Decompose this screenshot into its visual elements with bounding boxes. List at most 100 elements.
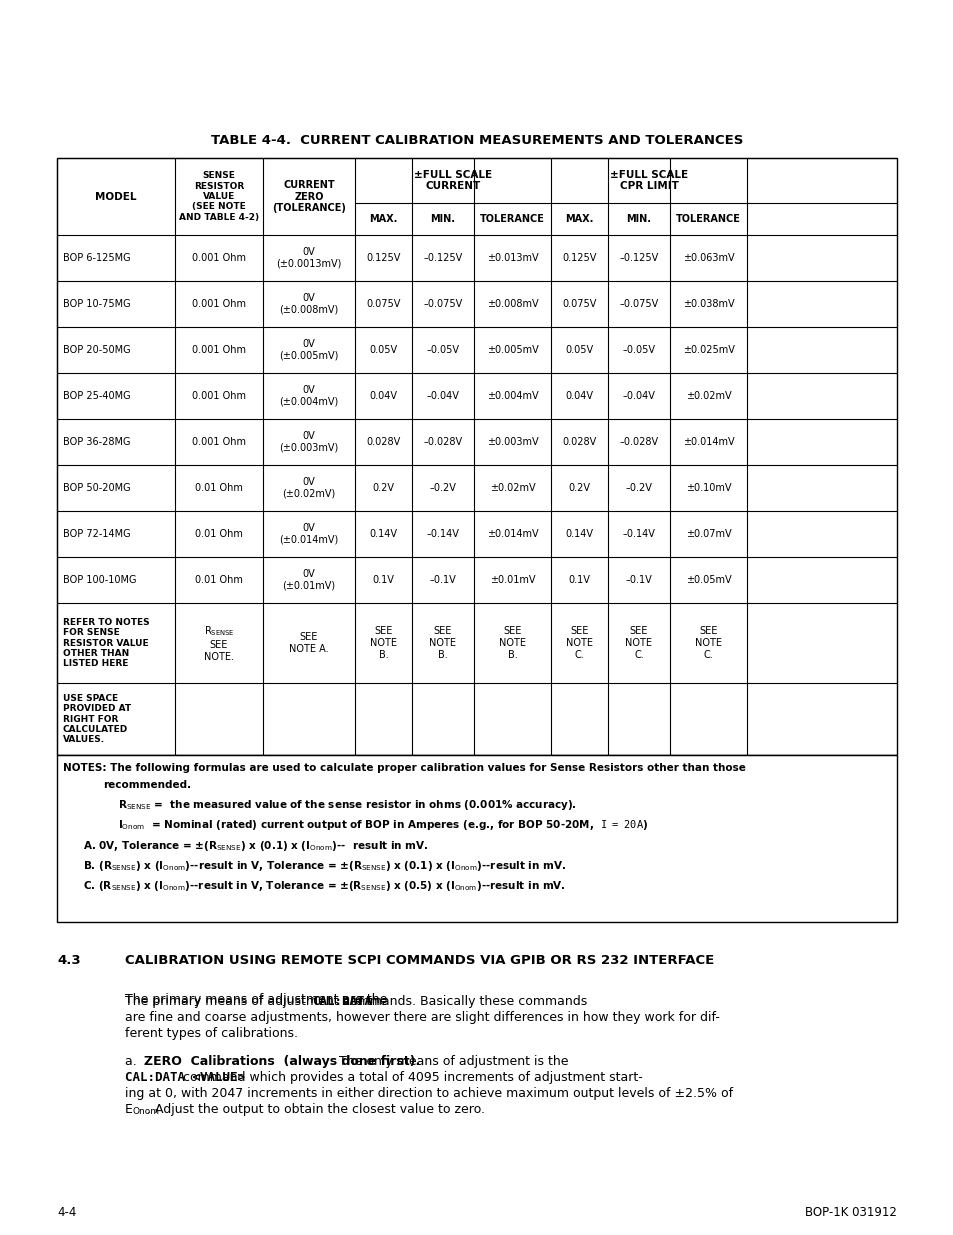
Text: BOP 6-125MG: BOP 6-125MG <box>63 253 131 263</box>
Text: 0V
(±0.0013mV): 0V (±0.0013mV) <box>276 247 341 269</box>
Text: ±0.01mV: ±0.01mV <box>489 576 535 585</box>
Text: ZERO  Calibrations  (always done first).: ZERO Calibrations (always done first). <box>144 1055 419 1068</box>
Text: a.: a. <box>125 1055 145 1068</box>
Text: A. 0V, Tolerance = ±(R$_{\mathrm{SENSE}}$) $\mathbf{x}$ $\mathbf{(0.1)}$ $\mathb: A. 0V, Tolerance = ±(R$_{\mathrm{SENSE}}… <box>83 839 428 853</box>
Text: –0.2V: –0.2V <box>429 483 456 493</box>
Text: ±FULL SCALE
CURRENT: ±FULL SCALE CURRENT <box>414 169 492 191</box>
Text: 0V
(±0.005mV): 0V (±0.005mV) <box>279 340 338 361</box>
Text: 0.001 Ohm: 0.001 Ohm <box>192 345 246 354</box>
Text: SEE
NOTE
B.: SEE NOTE B. <box>370 626 396 659</box>
Text: SEE
NOTE
C.: SEE NOTE C. <box>565 626 593 659</box>
Text: ±0.05mV: ±0.05mV <box>685 576 731 585</box>
Text: –0.05V: –0.05V <box>426 345 459 354</box>
Text: SEE
NOTE
B.: SEE NOTE B. <box>498 626 525 659</box>
Text: TABLE 4-4.  CURRENT CALIBRATION MEASUREMENTS AND TOLERANCES: TABLE 4-4. CURRENT CALIBRATION MEASUREME… <box>211 133 742 147</box>
Text: 0.1V: 0.1V <box>568 576 590 585</box>
Text: –0.1V: –0.1V <box>429 576 456 585</box>
Text: –0.028V: –0.028V <box>618 437 658 447</box>
Text: TOLERANCE: TOLERANCE <box>676 214 740 224</box>
Text: commands. Basically these commands: commands. Basically these commands <box>339 995 587 1008</box>
Text: 0.001 Ohm: 0.001 Ohm <box>192 299 246 309</box>
Text: ±FULL SCALE
CPR LIMIT: ±FULL SCALE CPR LIMIT <box>609 169 687 191</box>
Text: 0.01 Ohm: 0.01 Ohm <box>194 576 243 585</box>
Text: –0.125V: –0.125V <box>423 253 462 263</box>
Text: ±0.063mV: ±0.063mV <box>682 253 734 263</box>
Text: 0.05V: 0.05V <box>369 345 397 354</box>
Text: NOTES: The following formulas are used to calculate proper calibration values fo: NOTES: The following formulas are used t… <box>63 763 745 773</box>
Text: 0V
(±0.004mV): 0V (±0.004mV) <box>279 385 338 406</box>
Text: –0.04V: –0.04V <box>622 391 655 401</box>
Text: ±0.10mV: ±0.10mV <box>685 483 731 493</box>
Text: BOP-1K 031912: BOP-1K 031912 <box>804 1207 896 1219</box>
Text: ±0.014mV: ±0.014mV <box>486 529 537 538</box>
Text: CAL:DATA <VALUE>: CAL:DATA <VALUE> <box>125 1071 245 1084</box>
Text: ±0.025mV: ±0.025mV <box>681 345 734 354</box>
Text: 4-4: 4-4 <box>57 1207 76 1219</box>
Text: ±0.013mV: ±0.013mV <box>486 253 537 263</box>
Text: –0.075V: –0.075V <box>618 299 658 309</box>
Text: –0.14V: –0.14V <box>622 529 655 538</box>
Text: . Adjust the output to obtain the closest value to zero.: . Adjust the output to obtain the closes… <box>147 1103 484 1116</box>
Text: ±0.004mV: ±0.004mV <box>486 391 537 401</box>
Text: CURRENT
ZERO
(TOLERANCE): CURRENT ZERO (TOLERANCE) <box>272 180 346 214</box>
Text: MAX.: MAX. <box>565 214 593 224</box>
Text: MIN.: MIN. <box>430 214 455 224</box>
Text: BOP 72-14MG: BOP 72-14MG <box>63 529 131 538</box>
Text: MODEL: MODEL <box>95 191 136 201</box>
Text: 4.3: 4.3 <box>57 953 81 967</box>
Text: 0.04V: 0.04V <box>369 391 397 401</box>
Text: –0.05V: –0.05V <box>622 345 655 354</box>
Text: –0.04V: –0.04V <box>426 391 459 401</box>
Text: SEE
NOTE A.: SEE NOTE A. <box>289 632 329 653</box>
Text: 0.028V: 0.028V <box>366 437 400 447</box>
Text: The primary means of adjustment are the: The primary means of adjustment are the <box>125 995 391 1008</box>
Text: –0.125V: –0.125V <box>618 253 658 263</box>
Text: MIN.: MIN. <box>626 214 651 224</box>
Text: ±0.07mV: ±0.07mV <box>685 529 731 538</box>
Text: BOP 100-10MG: BOP 100-10MG <box>63 576 136 585</box>
Text: R$_{\mathrm{SENSE}}$
SEE
NOTE.: R$_{\mathrm{SENSE}}$ SEE NOTE. <box>203 625 234 662</box>
Text: B. (R$_{\mathrm{SENSE}}$) $\mathbf{x}$ (I$_{\mathrm{Onom}}$)--result in V, Toler: B. (R$_{\mathrm{SENSE}}$) $\mathbf{x}$ (… <box>83 860 565 873</box>
Text: recommended.: recommended. <box>103 781 191 790</box>
Text: 0.125V: 0.125V <box>366 253 400 263</box>
Text: SEE
NOTE
C.: SEE NOTE C. <box>695 626 721 659</box>
Text: 0V
(±0.01mV): 0V (±0.01mV) <box>282 569 335 590</box>
Text: 0.125V: 0.125V <box>561 253 596 263</box>
Text: command which provides a total of 4095 increments of adjustment start-: command which provides a total of 4095 i… <box>179 1071 642 1084</box>
Text: 0.001 Ohm: 0.001 Ohm <box>192 391 246 401</box>
Text: ±0.02mV: ±0.02mV <box>489 483 535 493</box>
Text: SEE
NOTE
C.: SEE NOTE C. <box>625 626 652 659</box>
Text: 0.04V: 0.04V <box>565 391 593 401</box>
Text: ±0.003mV: ±0.003mV <box>486 437 537 447</box>
Text: 0.028V: 0.028V <box>561 437 596 447</box>
Text: 0.1V: 0.1V <box>373 576 394 585</box>
Text: –0.2V: –0.2V <box>625 483 652 493</box>
Text: 0.075V: 0.075V <box>561 299 596 309</box>
Text: ±0.008mV: ±0.008mV <box>486 299 537 309</box>
Text: BOP 25-40MG: BOP 25-40MG <box>63 391 131 401</box>
Text: USE SPACE
PROVIDED AT
RIGHT FOR
CALCULATED
VALUES.: USE SPACE PROVIDED AT RIGHT FOR CALCULAT… <box>63 694 131 745</box>
Text: 0V
(±0.014mV): 0V (±0.014mV) <box>279 524 338 545</box>
Text: –0.1V: –0.1V <box>625 576 652 585</box>
Text: SEE
NOTE
B.: SEE NOTE B. <box>429 626 456 659</box>
Text: ing at 0, with 2047 increments in either direction to achieve maximum output lev: ing at 0, with 2047 increments in either… <box>125 1087 732 1100</box>
Text: CAL:DATA: CAL:DATA <box>312 995 372 1008</box>
Text: 0.14V: 0.14V <box>565 529 593 538</box>
Bar <box>57 158 896 755</box>
Text: –0.028V: –0.028V <box>423 437 462 447</box>
Text: 0.01 Ohm: 0.01 Ohm <box>194 529 243 538</box>
Text: TOLERANCE: TOLERANCE <box>479 214 544 224</box>
Text: 0V
(±0.02mV): 0V (±0.02mV) <box>282 477 335 499</box>
Text: 0.2V: 0.2V <box>372 483 395 493</box>
Text: 0.2V: 0.2V <box>568 483 590 493</box>
Text: ±0.014mV: ±0.014mV <box>682 437 734 447</box>
Text: REFER TO NOTES
FOR SENSE
RESISTOR VALUE
OTHER THAN
LISTED HERE: REFER TO NOTES FOR SENSE RESISTOR VALUE … <box>63 618 150 668</box>
Text: –0.14V: –0.14V <box>426 529 459 538</box>
Text: BOP 10-75MG: BOP 10-75MG <box>63 299 131 309</box>
Text: 0.001 Ohm: 0.001 Ohm <box>192 437 246 447</box>
Text: E: E <box>125 1103 132 1116</box>
Text: 0.001 Ohm: 0.001 Ohm <box>192 253 246 263</box>
Text: ±0.02mV: ±0.02mV <box>685 391 731 401</box>
Text: ±0.038mV: ±0.038mV <box>682 299 734 309</box>
Text: I$_{\mathrm{Onom}}$  = Nominal (rated) current output of BOP in Amperes (e.g., f: I$_{\mathrm{Onom}}$ = Nominal (rated) cu… <box>118 818 647 832</box>
